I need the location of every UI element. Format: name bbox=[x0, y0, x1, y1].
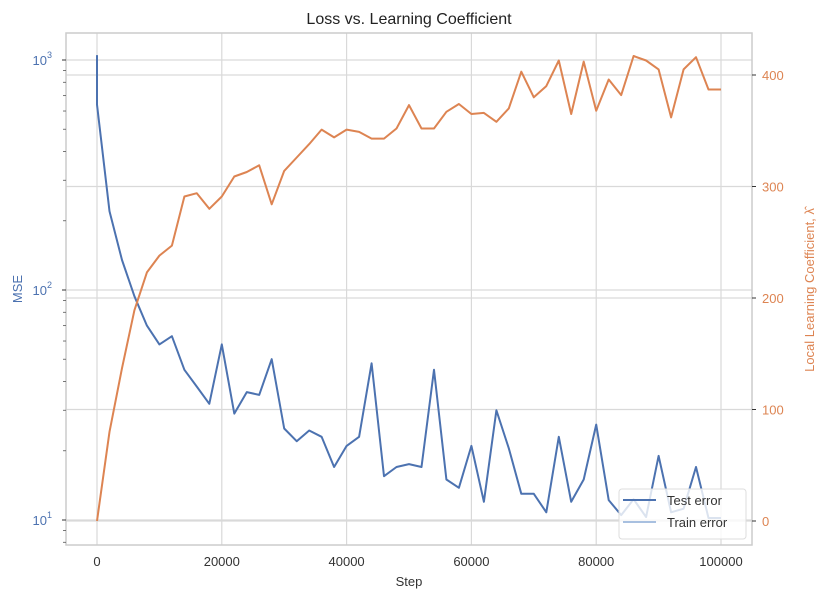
right-tick-label: 100 bbox=[762, 403, 784, 418]
x-tick-label: 0 bbox=[93, 554, 100, 569]
right-tick-label: 300 bbox=[762, 180, 784, 195]
grid bbox=[66, 33, 752, 545]
axis-ticks: 0 20000 40000 60000 80000 100000 101 102 103 0 100… bbox=[33, 50, 784, 569]
series-layer bbox=[96, 55, 721, 522]
x-tick-label: 100000 bbox=[699, 554, 742, 569]
local-learning-coefficient-line bbox=[96, 55, 721, 522]
right-tick-label: 0 bbox=[762, 514, 769, 529]
legend-box bbox=[618, 488, 747, 540]
test-error-line bbox=[96, 55, 721, 519]
left-tick-label: 102 bbox=[33, 280, 52, 298]
legend: Test error Train error bbox=[618, 488, 747, 540]
legend-test-label: Test error bbox=[667, 493, 723, 508]
right-tick-label: 200 bbox=[762, 291, 784, 306]
x-tick-label: 60000 bbox=[453, 554, 489, 569]
train-error-line bbox=[97, 105, 721, 518]
chart-title: Loss vs. Learning Coefficient bbox=[306, 11, 512, 28]
legend-train-label: Train error bbox=[667, 515, 728, 530]
x-axis-label: Step bbox=[396, 574, 423, 589]
x-tick-label: 20000 bbox=[204, 554, 240, 569]
x-tick-label: 40000 bbox=[329, 554, 365, 569]
left-tick-label: 101 bbox=[33, 510, 52, 528]
left-tick-label: 103 bbox=[33, 50, 52, 68]
right-tick-label: 400 bbox=[762, 68, 784, 83]
plot-frame bbox=[65, 32, 753, 546]
left-y-axis-label: MSE bbox=[10, 275, 25, 304]
x-tick-label: 80000 bbox=[578, 554, 614, 569]
right-y-axis-label: Local Learning Coefficient, λ̂ bbox=[802, 205, 817, 372]
